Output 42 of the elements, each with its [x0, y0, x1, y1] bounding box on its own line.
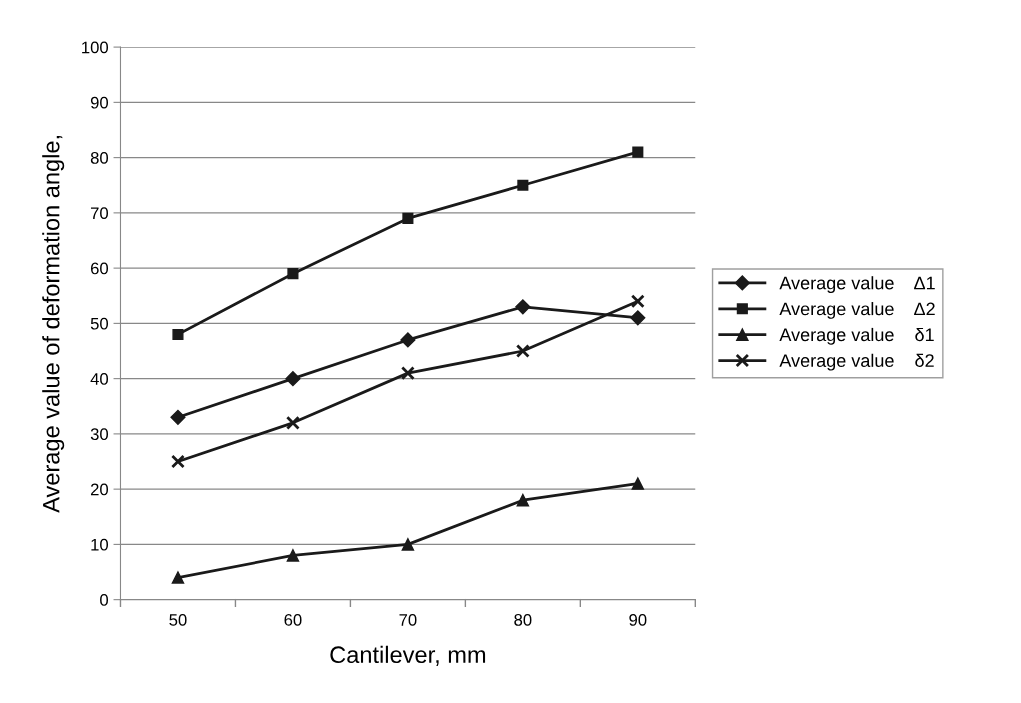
- point: [172, 328, 184, 340]
- y-tick-label: 0: [100, 594, 109, 606]
- point: [630, 294, 645, 309]
- y-tick-label: 40: [90, 373, 109, 385]
- point: [402, 212, 414, 224]
- y-tick-label: 70: [90, 207, 109, 220]
- point: [515, 344, 530, 358]
- y-axis-title: Average value of deformation angle,: [42, 136, 65, 513]
- point: [400, 332, 416, 348]
- legend-label: Average value Δ2: [779, 302, 935, 319]
- point: [285, 415, 300, 430]
- legend-label: Average value δ2: [779, 353, 934, 371]
- point: [286, 549, 300, 562]
- y-tick-label: 80: [90, 152, 109, 164]
- point: [516, 493, 530, 507]
- point: [630, 310, 646, 326]
- x-tick-label: 60: [284, 613, 302, 626]
- x-axis-title: Cantilever, mm: [330, 645, 486, 666]
- point: [285, 371, 301, 387]
- y-tick-label: 90: [90, 96, 109, 109]
- point: [171, 571, 185, 584]
- point: [401, 538, 415, 551]
- y-tick-label: 20: [90, 483, 109, 496]
- legend-label: Average value Δ1: [779, 276, 935, 294]
- y-tick-label: 10: [91, 538, 109, 551]
- point: [631, 477, 645, 490]
- point: [517, 179, 529, 191]
- point: [287, 268, 299, 280]
- y-tick-label: 60: [90, 262, 109, 275]
- point: [632, 146, 644, 158]
- point: [515, 299, 531, 315]
- x-tick-label: 80: [514, 613, 532, 626]
- y-tick-label: 30: [90, 428, 109, 441]
- y-tick-label: 50: [90, 317, 109, 330]
- point: [170, 409, 186, 425]
- legend-label: Average value δ1: [779, 327, 934, 345]
- x-tick-label: 90: [629, 613, 647, 626]
- point: [400, 366, 415, 381]
- point: [171, 454, 185, 469]
- y-tick-label: 100: [82, 41, 109, 54]
- x-tick-label: 50: [169, 613, 187, 626]
- x-tick-label: 70: [399, 613, 417, 626]
